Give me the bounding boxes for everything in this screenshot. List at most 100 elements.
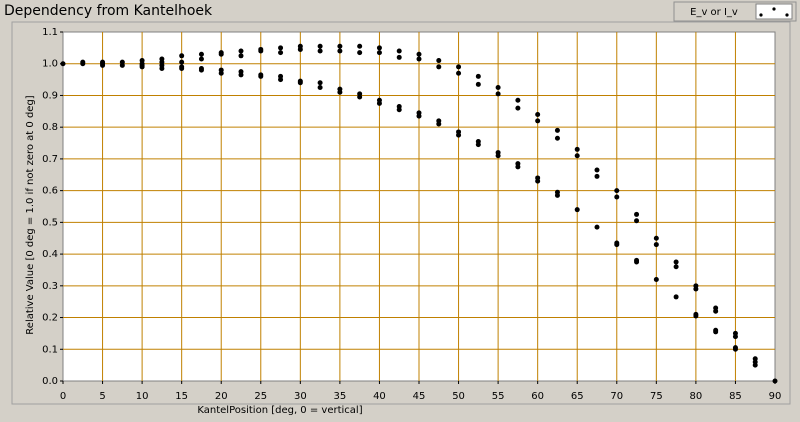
y-tick-label: 0.0 xyxy=(42,376,58,387)
point xyxy=(495,85,501,91)
point xyxy=(198,67,204,73)
point xyxy=(357,43,363,49)
point xyxy=(456,64,462,70)
point xyxy=(357,50,363,56)
point xyxy=(238,72,244,78)
point xyxy=(436,64,442,70)
point xyxy=(100,62,106,68)
x-tick-label: 80 xyxy=(690,391,703,402)
point xyxy=(396,54,402,60)
point xyxy=(495,91,501,97)
point xyxy=(416,56,422,62)
point xyxy=(258,48,264,54)
point xyxy=(574,153,580,159)
point xyxy=(574,146,580,152)
point xyxy=(337,43,343,49)
point xyxy=(198,56,204,62)
point xyxy=(416,51,422,57)
legend-swatch-box xyxy=(755,3,793,20)
point xyxy=(594,224,600,230)
point xyxy=(673,294,679,300)
point xyxy=(376,50,382,56)
point xyxy=(337,89,343,95)
x-tick-label: 85 xyxy=(729,391,742,402)
point xyxy=(278,45,284,51)
point xyxy=(60,61,66,67)
y-tick-label: 1.0 xyxy=(42,59,58,70)
point xyxy=(554,135,560,141)
point xyxy=(653,276,659,282)
point xyxy=(317,43,323,49)
y-tick-label: 0.8 xyxy=(42,122,58,133)
point xyxy=(732,346,738,352)
point xyxy=(238,48,244,54)
point xyxy=(297,80,303,86)
legend-label: E_v or I_v xyxy=(690,7,738,18)
point xyxy=(693,286,699,292)
point xyxy=(693,313,699,319)
point xyxy=(554,192,560,198)
point xyxy=(495,153,501,159)
point xyxy=(436,58,442,64)
y-axis-title: Relative Value [0 deg = 1.0 if not zero … xyxy=(25,95,36,334)
point xyxy=(594,167,600,173)
point xyxy=(673,259,679,265)
x-tick-label: 20 xyxy=(215,391,228,402)
y-tick-label: 0.6 xyxy=(42,186,58,197)
point xyxy=(475,81,481,87)
x-tick-label: 50 xyxy=(452,391,465,402)
point xyxy=(673,264,679,270)
x-tick-label: 35 xyxy=(334,391,347,402)
point xyxy=(376,100,382,106)
x-tick-label: 65 xyxy=(571,391,584,402)
x-axis-title: KantelPosition [deg, 0 = vertical] xyxy=(197,405,362,416)
point xyxy=(436,121,442,127)
x-tick-label: 40 xyxy=(373,391,386,402)
point xyxy=(574,207,580,213)
point xyxy=(713,329,719,335)
x-tick-label: 10 xyxy=(136,391,149,402)
point xyxy=(475,142,481,148)
point xyxy=(416,113,422,119)
x-tick-label: 70 xyxy=(610,391,623,402)
point xyxy=(179,59,185,65)
point xyxy=(218,51,224,57)
chart-title: Dependency from Kantelhoek xyxy=(4,3,213,19)
point xyxy=(614,194,620,200)
point xyxy=(475,73,481,79)
point xyxy=(238,53,244,59)
point xyxy=(535,111,541,117)
x-tick-label: 0 xyxy=(60,391,66,402)
x-tick-label: 45 xyxy=(413,391,426,402)
point xyxy=(515,105,521,111)
point xyxy=(258,73,264,79)
point xyxy=(772,378,778,384)
x-tick-label: 5 xyxy=(99,391,105,402)
point xyxy=(535,118,541,124)
x-tick-label: 30 xyxy=(294,391,307,402)
point xyxy=(297,46,303,52)
point xyxy=(614,188,620,194)
point xyxy=(732,334,738,340)
point xyxy=(752,362,758,368)
x-tick-label: 15 xyxy=(175,391,188,402)
y-tick-label: 0.4 xyxy=(42,249,58,260)
point xyxy=(317,48,323,54)
point xyxy=(317,85,323,91)
y-tick-label: 0.1 xyxy=(42,344,58,355)
point xyxy=(456,132,462,138)
point xyxy=(119,62,125,68)
x-tick-label: 75 xyxy=(650,391,663,402)
point xyxy=(139,64,145,70)
point xyxy=(515,97,521,103)
point xyxy=(357,94,363,100)
point xyxy=(535,178,541,184)
point xyxy=(653,242,659,248)
point xyxy=(278,77,284,83)
point xyxy=(317,80,323,86)
point xyxy=(634,218,640,224)
x-tick-label: 55 xyxy=(492,391,505,402)
point xyxy=(634,259,640,265)
y-tick-label: 0.7 xyxy=(42,154,58,165)
